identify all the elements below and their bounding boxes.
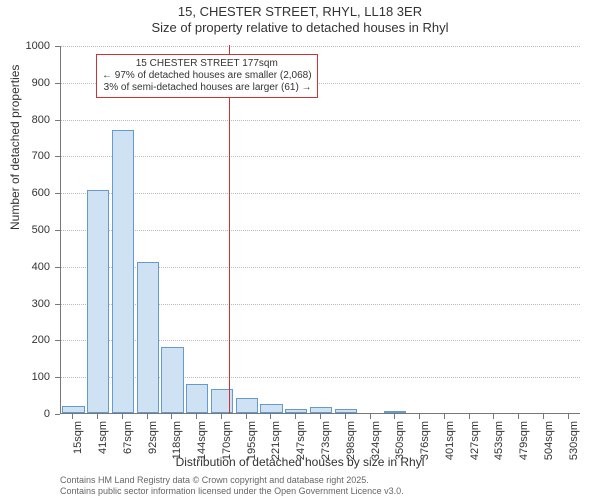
y-tick-label: 800 bbox=[0, 114, 50, 126]
x-tick-label: 118sqm bbox=[171, 421, 183, 481]
y-tick-label: 200 bbox=[0, 334, 50, 346]
x-tick-label: 324sqm bbox=[370, 421, 382, 481]
gridline-h bbox=[61, 193, 580, 194]
gridline-h bbox=[61, 156, 580, 157]
x-tick-label: 273sqm bbox=[320, 421, 332, 481]
x-tick-label: 479sqm bbox=[518, 421, 530, 481]
y-tick-mark bbox=[55, 414, 60, 415]
title-line-1: 15, CHESTER STREET, RHYL, LL18 3ER bbox=[0, 4, 600, 20]
x-tick-mark bbox=[72, 414, 73, 419]
histogram-bar bbox=[260, 404, 282, 413]
x-tick-mark bbox=[444, 414, 445, 419]
x-tick-mark bbox=[345, 414, 346, 419]
x-tick-mark bbox=[370, 414, 371, 419]
x-tick-label: 92sqm bbox=[147, 421, 159, 481]
chart-title: 15, CHESTER STREET, RHYL, LL18 3ER Size … bbox=[0, 4, 600, 36]
y-tick-mark bbox=[55, 193, 60, 194]
y-tick-mark bbox=[55, 46, 60, 47]
footer-line-2: Contains public sector information licen… bbox=[60, 486, 404, 497]
histogram-bar bbox=[62, 406, 84, 413]
histogram-bar bbox=[112, 130, 134, 413]
x-tick-mark bbox=[394, 414, 395, 419]
y-tick-label: 100 bbox=[0, 371, 50, 383]
y-tick-mark bbox=[55, 156, 60, 157]
x-tick-label: 221sqm bbox=[270, 421, 282, 481]
histogram-bar bbox=[335, 409, 357, 413]
x-tick-label: 427sqm bbox=[469, 421, 481, 481]
x-tick-mark bbox=[246, 414, 247, 419]
y-tick-label: 900 bbox=[0, 77, 50, 89]
y-tick-label: 300 bbox=[0, 298, 50, 310]
plot-area: 15 CHESTER STREET 177sqm← 97% of detache… bbox=[60, 46, 580, 414]
annotation-box: 15 CHESTER STREET 177sqm← 97% of detache… bbox=[96, 54, 318, 98]
histogram-bar bbox=[137, 262, 159, 413]
histogram-bar bbox=[384, 411, 406, 413]
histogram-bar bbox=[285, 409, 307, 413]
histogram-bar bbox=[236, 398, 258, 413]
gridline-h bbox=[61, 120, 580, 121]
y-tick-label: 700 bbox=[0, 150, 50, 162]
x-tick-label: 298sqm bbox=[345, 421, 357, 481]
x-tick-label: 170sqm bbox=[221, 421, 233, 481]
y-axis-title: Number of detached properties bbox=[8, 65, 22, 230]
annotation-line: 3% of semi-detached houses are larger (6… bbox=[102, 82, 312, 94]
histogram-bar bbox=[161, 347, 183, 413]
y-tick-label: 1000 bbox=[0, 40, 50, 52]
x-tick-label: 144sqm bbox=[196, 421, 208, 481]
x-tick-label: 376sqm bbox=[419, 421, 431, 481]
histogram-bar bbox=[87, 190, 109, 413]
x-tick-mark bbox=[147, 414, 148, 419]
gridline-h bbox=[61, 46, 580, 47]
x-tick-mark bbox=[493, 414, 494, 419]
footer-line-1: Contains HM Land Registry data © Crown c… bbox=[60, 475, 404, 486]
x-tick-label: 530sqm bbox=[568, 421, 580, 481]
y-tick-mark bbox=[55, 304, 60, 305]
chart-container: 15, CHESTER STREET, RHYL, LL18 3ER Size … bbox=[0, 0, 600, 500]
y-tick-label: 600 bbox=[0, 187, 50, 199]
x-tick-label: 195sqm bbox=[246, 421, 258, 481]
y-tick-mark bbox=[55, 377, 60, 378]
histogram-bar bbox=[186, 384, 208, 413]
x-tick-mark bbox=[122, 414, 123, 419]
y-tick-label: 500 bbox=[0, 224, 50, 236]
x-tick-mark bbox=[171, 414, 172, 419]
x-tick-mark bbox=[97, 414, 98, 419]
x-tick-mark bbox=[196, 414, 197, 419]
y-tick-mark bbox=[55, 230, 60, 231]
x-tick-label: 247sqm bbox=[295, 421, 307, 481]
x-tick-mark bbox=[518, 414, 519, 419]
x-tick-label: 401sqm bbox=[444, 421, 456, 481]
histogram-bar bbox=[310, 407, 332, 413]
y-tick-label: 0 bbox=[0, 408, 50, 420]
y-tick-mark bbox=[55, 340, 60, 341]
x-tick-mark bbox=[568, 414, 569, 419]
gridline-h bbox=[61, 230, 580, 231]
x-tick-label: 15sqm bbox=[72, 421, 84, 481]
x-tick-mark bbox=[270, 414, 271, 419]
x-tick-mark bbox=[419, 414, 420, 419]
x-tick-mark bbox=[469, 414, 470, 419]
y-tick-mark bbox=[55, 83, 60, 84]
x-tick-label: 453sqm bbox=[493, 421, 505, 481]
x-tick-mark bbox=[320, 414, 321, 419]
y-tick-label: 400 bbox=[0, 261, 50, 273]
reference-line bbox=[229, 45, 230, 413]
annotation-line: ← 97% of detached houses are smaller (2,… bbox=[102, 70, 312, 82]
x-tick-label: 350sqm bbox=[394, 421, 406, 481]
x-tick-mark bbox=[295, 414, 296, 419]
x-tick-mark bbox=[221, 414, 222, 419]
annotation-line: 15 CHESTER STREET 177sqm bbox=[102, 58, 312, 70]
x-tick-label: 504sqm bbox=[543, 421, 555, 481]
y-tick-mark bbox=[55, 120, 60, 121]
x-tick-label: 67sqm bbox=[122, 421, 134, 481]
x-tick-label: 41sqm bbox=[97, 421, 109, 481]
title-line-2: Size of property relative to detached ho… bbox=[0, 20, 600, 36]
footer-attribution: Contains HM Land Registry data © Crown c… bbox=[60, 475, 404, 497]
x-tick-mark bbox=[543, 414, 544, 419]
y-tick-mark bbox=[55, 267, 60, 268]
